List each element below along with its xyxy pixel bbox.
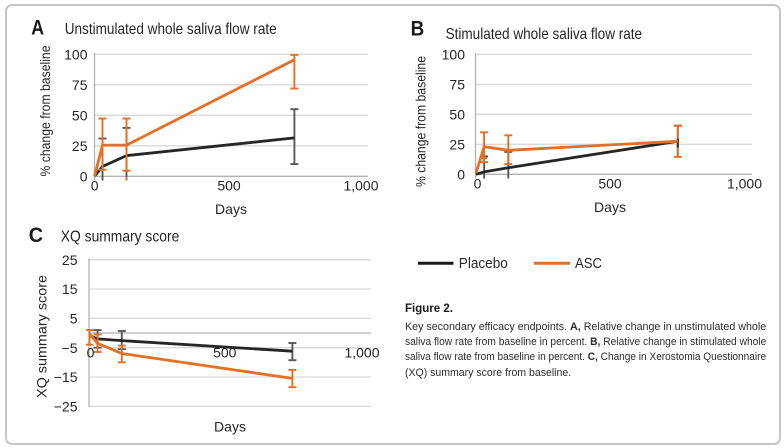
svg-text:A: A xyxy=(31,17,44,40)
svg-text:−25: −25 xyxy=(54,398,78,414)
svg-text:75: 75 xyxy=(72,77,88,93)
svg-text:25: 25 xyxy=(449,136,465,152)
svg-text:50: 50 xyxy=(449,106,465,122)
svg-text:5: 5 xyxy=(70,310,78,326)
svg-text:C: C xyxy=(29,224,43,247)
svg-text:1,000: 1,000 xyxy=(343,178,378,194)
svg-text:500: 500 xyxy=(598,176,622,192)
svg-text:500: 500 xyxy=(213,345,237,361)
svg-text:1,000: 1,000 xyxy=(727,176,762,192)
svg-text:Days: Days xyxy=(594,199,626,215)
svg-text:Days: Days xyxy=(215,201,247,217)
svg-text:25: 25 xyxy=(62,252,78,268)
svg-text:50: 50 xyxy=(72,107,88,123)
svg-text:15: 15 xyxy=(62,281,78,297)
svg-text:XQ summary score: XQ summary score xyxy=(61,229,180,246)
svg-text:1,000: 1,000 xyxy=(344,345,379,361)
svg-text:% change from baseline: % change from baseline xyxy=(414,56,429,187)
svg-text:−5: −5 xyxy=(62,340,78,356)
svg-text:0: 0 xyxy=(91,178,99,194)
svg-text:Unstimulated whole saliva flow: Unstimulated whole saliva flow rate xyxy=(65,21,277,38)
svg-text:25: 25 xyxy=(72,138,88,154)
svg-text:Stimulated whole saliva flow r: Stimulated whole saliva flow rate xyxy=(446,26,643,43)
svg-text:Days: Days xyxy=(214,419,246,435)
svg-text:100: 100 xyxy=(64,46,88,62)
svg-text:% change from baseline: % change from baseline xyxy=(38,46,53,177)
svg-text:100: 100 xyxy=(442,47,466,63)
svg-text:−15: −15 xyxy=(54,369,78,385)
svg-text:75: 75 xyxy=(449,77,465,93)
svg-text:B: B xyxy=(411,18,425,41)
svg-text:500: 500 xyxy=(217,178,241,194)
svg-text:0: 0 xyxy=(474,176,482,192)
svg-text:0: 0 xyxy=(87,345,95,361)
svg-text:XQ summary score: XQ summary score xyxy=(35,275,50,398)
svg-text:0: 0 xyxy=(457,166,465,182)
svg-text:0: 0 xyxy=(80,168,88,184)
svg-text:ASC: ASC xyxy=(575,255,602,272)
svg-text:Placebo: Placebo xyxy=(459,255,508,272)
